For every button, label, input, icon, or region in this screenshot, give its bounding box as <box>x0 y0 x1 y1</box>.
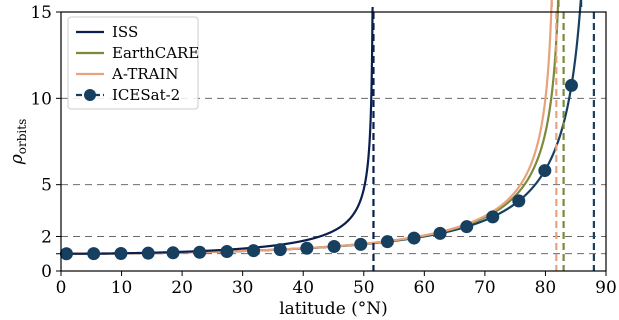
plot-frame <box>60 11 607 272</box>
x-tick-label-10: 10 <box>111 278 133 298</box>
legend-marker-icesat-2 <box>84 89 96 101</box>
point-icesat2-4 <box>166 246 180 260</box>
point-icesat2-19 <box>564 78 578 92</box>
x-tick-label-60: 60 <box>414 278 436 298</box>
point-icesat2-8 <box>273 243 287 257</box>
legend: ISS EarthCARE A-TRAIN ICESat-2 <box>67 16 199 110</box>
point-icesat2-16 <box>486 210 500 224</box>
legend-label-a-train: A-TRAIN <box>111 65 179 83</box>
point-icesat2-1 <box>87 247 101 261</box>
point-icesat2-2 <box>114 246 128 260</box>
point-icesat2-12 <box>380 235 394 249</box>
point-icesat2-5 <box>193 245 207 259</box>
y-axis-label-main: ρ <box>7 154 27 165</box>
point-icesat2-7 <box>247 244 261 258</box>
point-icesat2-3 <box>141 246 155 260</box>
point-icesat2-9 <box>300 241 314 255</box>
x-tick-label-90: 90 <box>595 278 617 298</box>
series-line-iss <box>61 6 374 255</box>
legend-label-earthcare: EarthCARE <box>112 44 199 62</box>
point-icesat2-11 <box>354 237 368 251</box>
y-tick-label-10: 10 <box>30 89 52 109</box>
legend-box <box>67 16 199 110</box>
x-tick-label-40: 40 <box>292 278 314 298</box>
x-tick-label-80: 80 <box>535 278 557 298</box>
point-icesat2-0 <box>59 247 73 261</box>
y-axis-label-sub: orbits <box>15 119 29 154</box>
point-icesat2-10 <box>327 240 341 254</box>
x-tick-label-50: 50 <box>353 278 375 298</box>
point-icesat2-15 <box>460 220 474 234</box>
y-tick-label-2: 2 <box>41 227 52 247</box>
point-icesat2-14 <box>433 226 447 240</box>
x-tick-label-70: 70 <box>474 278 496 298</box>
series-markers <box>59 78 578 261</box>
y-tick-label-15: 15 <box>30 3 52 23</box>
point-icesat2-17 <box>512 194 526 208</box>
y-tick-label-0: 0 <box>41 262 52 282</box>
point-icesat2-18 <box>538 164 552 178</box>
axis-ticks: 0 10 20 30 40 50 60 70 80 90 0 2 5 10 15 <box>30 3 616 298</box>
x-tick-label-0: 0 <box>56 278 67 298</box>
legend-label-icesat-2: ICESat-2 <box>112 86 180 104</box>
point-icesat2-13 <box>407 231 421 245</box>
y-axis-label: ρorbits <box>7 119 29 165</box>
legend-label-iss: ISS <box>112 23 138 41</box>
x-axis-label: latitude (°N) <box>279 299 388 319</box>
x-tick-label-30: 30 <box>232 278 254 298</box>
x-tick-label-20: 20 <box>171 278 193 298</box>
asymptote-lines <box>372 12 595 271</box>
y-tick-label-5: 5 <box>41 176 52 196</box>
point-icesat2-6 <box>220 245 234 259</box>
